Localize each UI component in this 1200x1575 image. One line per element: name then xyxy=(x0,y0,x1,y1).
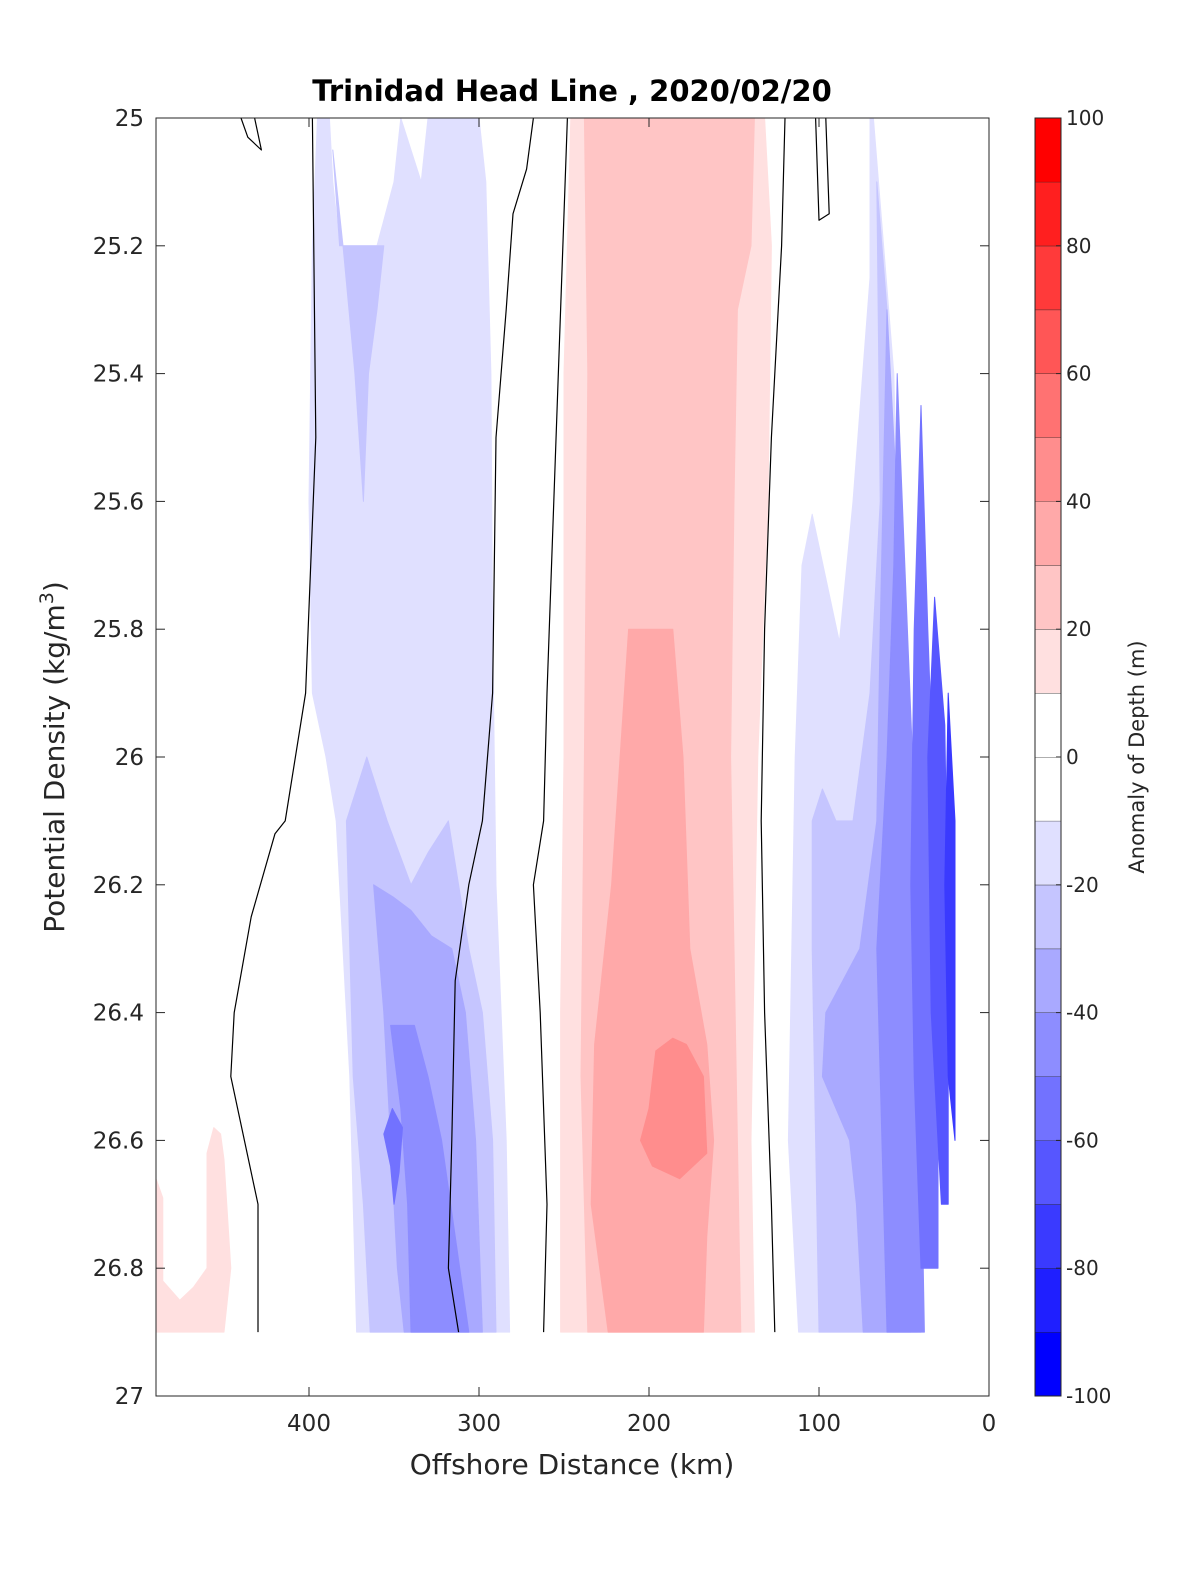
y-axis-label: Potential Density (kg/m3) xyxy=(36,581,71,933)
y-axis-label-close: ) xyxy=(38,581,71,592)
y-tick-label: 25 xyxy=(115,106,144,132)
colorbar-cell xyxy=(1035,565,1061,630)
colorbar-cell xyxy=(1035,437,1061,502)
colorbar: 100 80 60 40 20 0 -20 -40 -60 -80 -100 Anomaly of … xyxy=(1034,106,1149,1408)
x-tick-label: 400 xyxy=(287,1411,331,1437)
contour-band-coast-negative-stronger xyxy=(927,596,949,1205)
y-tick-label: 25.6 xyxy=(93,489,144,515)
y-axis-label-main: Potential Density (kg/m xyxy=(38,604,71,933)
y-axis: 25 25.2 25.4 25.6 25.8 26 26.2 26.4 26.6 26.8 27 xyxy=(93,106,989,1410)
y-tick-label: 25.4 xyxy=(93,362,144,388)
x-tick-label: 0 xyxy=(982,1411,997,1437)
colorbar-cell xyxy=(1035,1012,1061,1077)
y-tick-label: 26.8 xyxy=(93,1256,144,1282)
contour-band-offshore-positive-patch xyxy=(155,1127,232,1333)
y-tick-label: 25.2 xyxy=(93,234,144,260)
colorbar-label: Anomaly of Depth (m) xyxy=(1125,640,1149,873)
colorbar-cell xyxy=(1035,118,1061,182)
colorbar-tick-label: -100 xyxy=(1066,1384,1111,1408)
colorbar-cell xyxy=(1035,1204,1061,1269)
colorbar-tick-label: 60 xyxy=(1066,362,1091,386)
colorbar-tick-label: -80 xyxy=(1066,1256,1099,1280)
colorbar-tick-label: 100 xyxy=(1066,106,1104,130)
zero-contour-line-4 xyxy=(447,117,534,1333)
colorbar-tick-label: -20 xyxy=(1066,873,1099,897)
colorbar-cell xyxy=(1035,693,1061,757)
colorbar-cell xyxy=(1035,1332,1061,1396)
zero-contour-line-1 xyxy=(240,117,262,151)
colorbar-tick-label: 80 xyxy=(1066,234,1091,258)
zero-contour-line-6 xyxy=(815,117,830,221)
zero-contour-line-2 xyxy=(230,117,317,1333)
colorbar-cell xyxy=(1035,1140,1061,1205)
contour-band-negative-lobe-west-inner xyxy=(332,149,385,502)
colorbar-cell xyxy=(1035,309,1061,374)
colorbar-cell xyxy=(1035,820,1061,885)
y-tick-label: 26 xyxy=(115,745,144,771)
x-tick-label: 100 xyxy=(797,1411,841,1437)
colorbar-cell xyxy=(1035,181,1061,246)
contour-band-positive-core-inner xyxy=(640,1037,708,1180)
colorbar-tick-label: 0 xyxy=(1066,745,1079,769)
colorbar-tick-label: -40 xyxy=(1066,1001,1099,1025)
colorbar-cells xyxy=(1035,117,1061,1396)
colorbar-cell xyxy=(1035,948,1061,1013)
colorbar-cell xyxy=(1035,1076,1061,1141)
colorbar-ticks: 100 80 60 40 20 0 -20 -40 -60 -80 -100 xyxy=(1056,106,1111,1408)
x-axis-label: Offshore Distance (km) xyxy=(410,1448,735,1481)
colorbar-cell xyxy=(1035,373,1061,438)
contour-band-negative-lobe-west-core3 xyxy=(383,1108,403,1205)
plot-area: 400 300 200 100 0 25 25.2 25.4 25.6 25.8 26 26.2 26… xyxy=(93,106,997,1437)
colorbar-cell xyxy=(1035,245,1061,310)
colorbar-cell xyxy=(1035,1268,1061,1333)
x-axis: 400 300 200 100 0 xyxy=(287,118,996,1437)
y-axis-label-superscript: 3 xyxy=(36,592,58,604)
contour-fill-layer xyxy=(155,117,956,1333)
y-tick-label: 25.8 xyxy=(93,617,144,643)
colorbar-tick-label: 20 xyxy=(1066,617,1091,641)
y-tick-label: 26.2 xyxy=(93,873,144,899)
x-tick-label: 200 xyxy=(627,1411,671,1437)
colorbar-cell xyxy=(1035,884,1061,949)
colorbar-tick-label: 40 xyxy=(1066,489,1091,513)
colorbar-cell xyxy=(1035,629,1061,694)
zero-contour-line-5 xyxy=(760,117,786,1333)
x-tick-label: 300 xyxy=(457,1411,501,1437)
chart-title: Trinidad Head Line , 2020/02/20 xyxy=(312,74,832,108)
y-tick-label: 26.6 xyxy=(93,1128,144,1154)
colorbar-cell xyxy=(1035,501,1061,566)
contour-band-coast-negative-strongest xyxy=(944,692,956,1141)
zero-contour-line-3 xyxy=(532,117,568,1333)
colorbar-cell xyxy=(1035,757,1061,821)
zero-contour-layer xyxy=(230,117,830,1333)
y-tick-label: 27 xyxy=(115,1384,144,1410)
colorbar-tick-label: -60 xyxy=(1066,1128,1099,1152)
y-tick-label: 26.4 xyxy=(93,1001,144,1027)
